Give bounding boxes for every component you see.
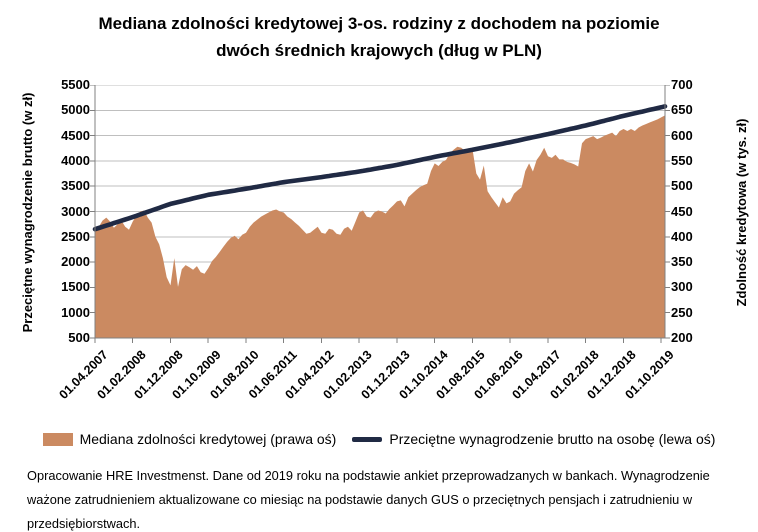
x-axis-tick-label: 01.10.2019	[622, 347, 677, 402]
left-axis-tick: 3500	[61, 178, 90, 194]
legend-median-label: Mediana zdolności kredytowej (prawa oś)	[79, 431, 337, 447]
right-axis-tick: 250	[671, 304, 693, 320]
left-axis-title: Przeciętne wynagrodzenie brutto (w zł)	[20, 92, 35, 333]
right-axis-tick: 450	[671, 203, 693, 219]
left-axis-tick: 1000	[61, 304, 90, 320]
right-axis-tick: 700	[671, 77, 693, 92]
legend-item-median: Mediana zdolności kredytowej (prawa oś)	[42, 431, 337, 447]
left-axis-tick: 4500	[61, 127, 90, 143]
left-axis-tick: 4000	[61, 152, 90, 168]
left-axis-tick: 5000	[61, 102, 90, 118]
left-axis-tick: 500	[68, 330, 90, 345]
right-axis-tick: 200	[671, 330, 693, 345]
right-axis-tick: 550	[671, 152, 693, 168]
source-note: Opracowanie HRE Investmenst. Dane od 201…	[27, 468, 710, 531]
line-swatch-icon	[352, 436, 383, 442]
chart-title: Mediana zdolności kredytowej 3-os. rodzi…	[0, 10, 758, 64]
legend: Mediana zdolności kredytowej (prawa oś) …	[0, 431, 758, 447]
left-axis-tick: 2000	[61, 254, 90, 270]
right-axis-tick: 650	[671, 102, 693, 118]
chart-title-line2: dwóch średnich krajowych (dług w PLN)	[216, 41, 542, 60]
plot-area	[90, 85, 670, 343]
left-axis-tick: 1500	[61, 279, 90, 295]
left-axis-tick: 5500	[61, 77, 90, 92]
right-axis-title: Zdolność kredytowa (w tys. zł)	[734, 118, 749, 307]
right-axis-tick: 500	[671, 178, 693, 194]
chart-title-line1: Mediana zdolności kredytowej 3-os. rodzi…	[98, 14, 660, 33]
legend-item-wage: Przeciętne wynagrodzenie brutto na osobę…	[352, 431, 715, 447]
left-axis-tick: 2500	[61, 228, 90, 244]
area-swatch-icon	[42, 432, 73, 446]
legend-wage-label: Przeciętne wynagrodzenie brutto na osobę…	[389, 431, 716, 447]
left-axis-tick: 3000	[61, 203, 90, 219]
right-axis-tick: 350	[671, 254, 693, 270]
right-axis-tick: 300	[671, 279, 693, 295]
right-axis-tick: 400	[671, 228, 693, 244]
right-axis-tick: 600	[671, 127, 693, 143]
